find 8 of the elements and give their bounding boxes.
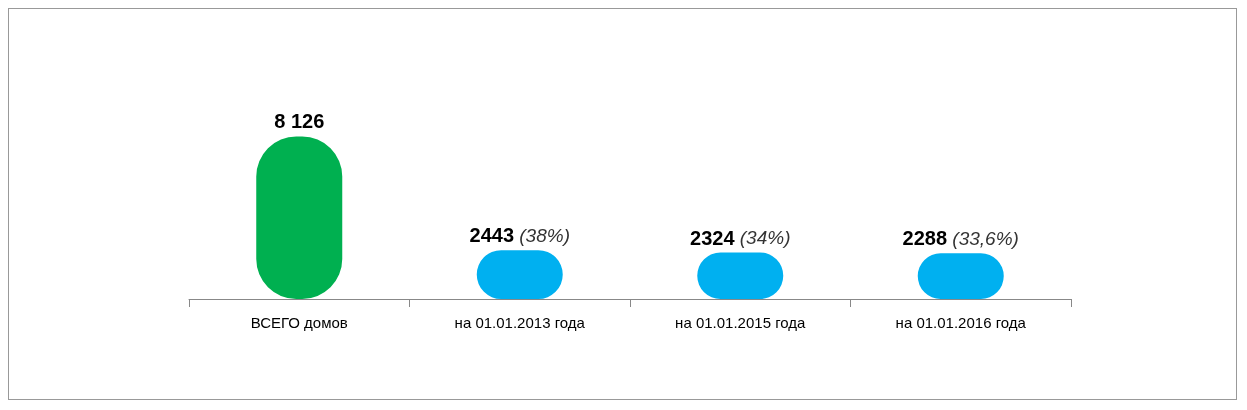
x-tick-label: на 01.01.2016 года: [895, 314, 1027, 331]
x-tick-label: на 01.01.2015 года: [675, 314, 807, 331]
x-tick-label: ВСЕГО домов: [250, 314, 348, 331]
data-label: 2288 (33,6%): [902, 227, 1019, 250]
data-label: 8 126: [274, 110, 325, 133]
x-tick-label: на 01.01.2013 года: [454, 314, 586, 331]
data-label: 2324 (34%): [690, 226, 791, 249]
data-label: 2443 (38%): [469, 224, 570, 247]
